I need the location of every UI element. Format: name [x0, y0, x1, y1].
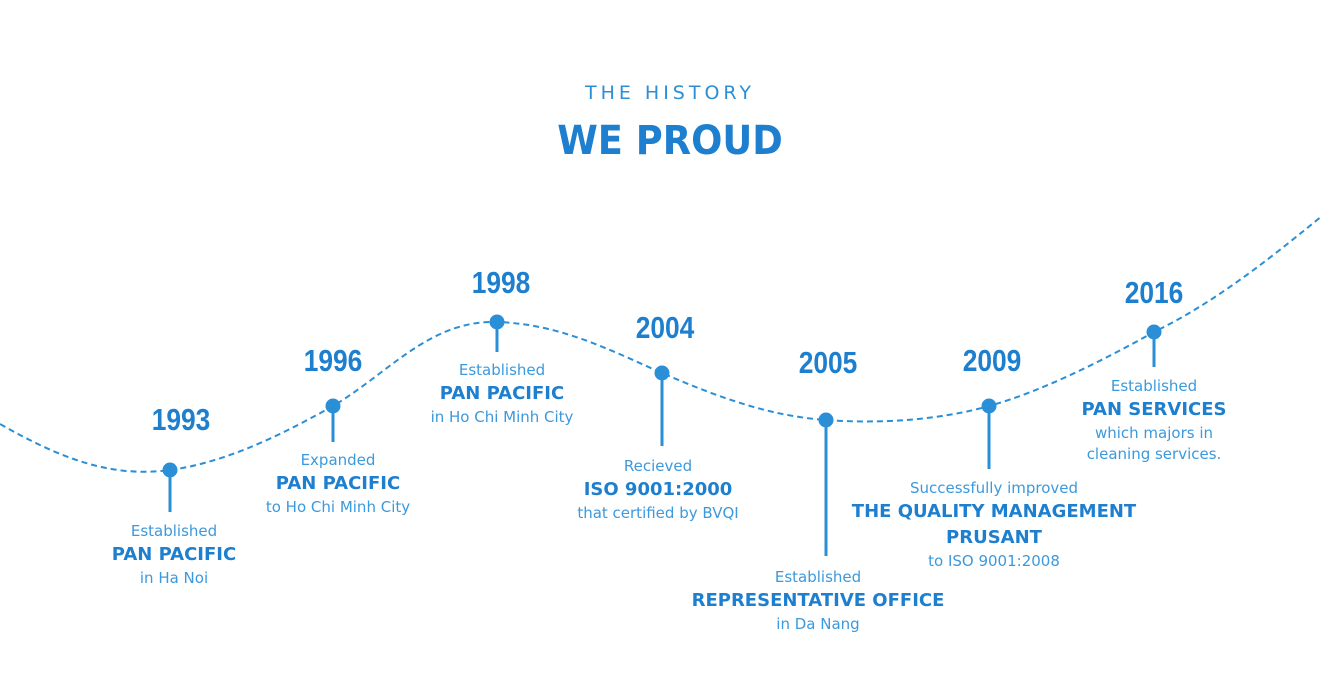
marker-1993	[162, 462, 178, 478]
event-detail: which majors in cleaning services.	[1086, 424, 1222, 463]
event-2004: Recieved ISO 9001:2000 that certified by…	[508, 456, 808, 524]
section-subtitle: THE HISTORY	[584, 82, 756, 104]
marker-1996	[325, 398, 341, 414]
marker-2005	[818, 412, 834, 428]
marker-2016	[1146, 324, 1162, 340]
event-detail: that certified by BVQI	[577, 504, 739, 522]
event-detail: in Ho Chi Minh City	[430, 408, 574, 426]
event-subject: PAN SERVICES	[1081, 399, 1227, 420]
event-2005: Established REPRESENTATIVE OFFICE in Da …	[668, 567, 968, 635]
year-label-2009: 2009	[962, 343, 1022, 378]
event-detail: to Ho Chi Minh City	[265, 498, 411, 516]
year-label-1996: 1996	[303, 343, 363, 378]
year-label-2016: 2016	[1124, 275, 1184, 310]
event-2016: Established PAN SERVICES which majors in…	[1064, 376, 1244, 465]
event-2009: Successfully improved THE QUALITY MANAGE…	[844, 478, 1144, 572]
year-label-1993: 1993	[151, 402, 211, 437]
event-1993: Established PAN PACIFIC in Ha Noi	[24, 521, 324, 589]
section-title: WE PROUD	[557, 118, 783, 164]
event-1998: Established PAN PACIFIC in Ho Chi Minh C…	[352, 360, 652, 428]
event-action: Established	[130, 522, 218, 540]
year-label-2004: 2004	[635, 310, 695, 345]
event-subject: THE QUALITY MANAGEMENT PRUSANT	[851, 501, 1137, 548]
event-subject: PAN PACIFIC	[111, 544, 237, 565]
event-action: Recieved	[623, 457, 693, 475]
event-action: Successfully improved	[909, 479, 1079, 497]
year-label-1998: 1998	[471, 265, 531, 300]
event-detail: to ISO 9001:2008	[928, 552, 1060, 570]
event-subject: REPRESENTATIVE OFFICE	[691, 590, 945, 611]
event-action: Established	[1110, 377, 1198, 395]
marker-1998	[489, 314, 505, 330]
marker-2004	[654, 365, 670, 381]
marker-2009	[981, 398, 997, 414]
event-detail: in Ha Noi	[139, 569, 209, 587]
event-detail: in Da Nang	[776, 615, 860, 633]
event-subject: PAN PACIFIC	[439, 383, 565, 404]
event-1996: Expanded PAN PACIFIC to Ho Chi Minh City	[188, 450, 488, 518]
event-subject: PAN PACIFIC	[275, 473, 401, 494]
event-action: Established	[774, 568, 862, 586]
year-label-2005: 2005	[798, 345, 858, 380]
event-action: Established	[458, 361, 546, 379]
event-subject: ISO 9001:2000	[583, 479, 733, 500]
event-action: Expanded	[300, 451, 376, 469]
